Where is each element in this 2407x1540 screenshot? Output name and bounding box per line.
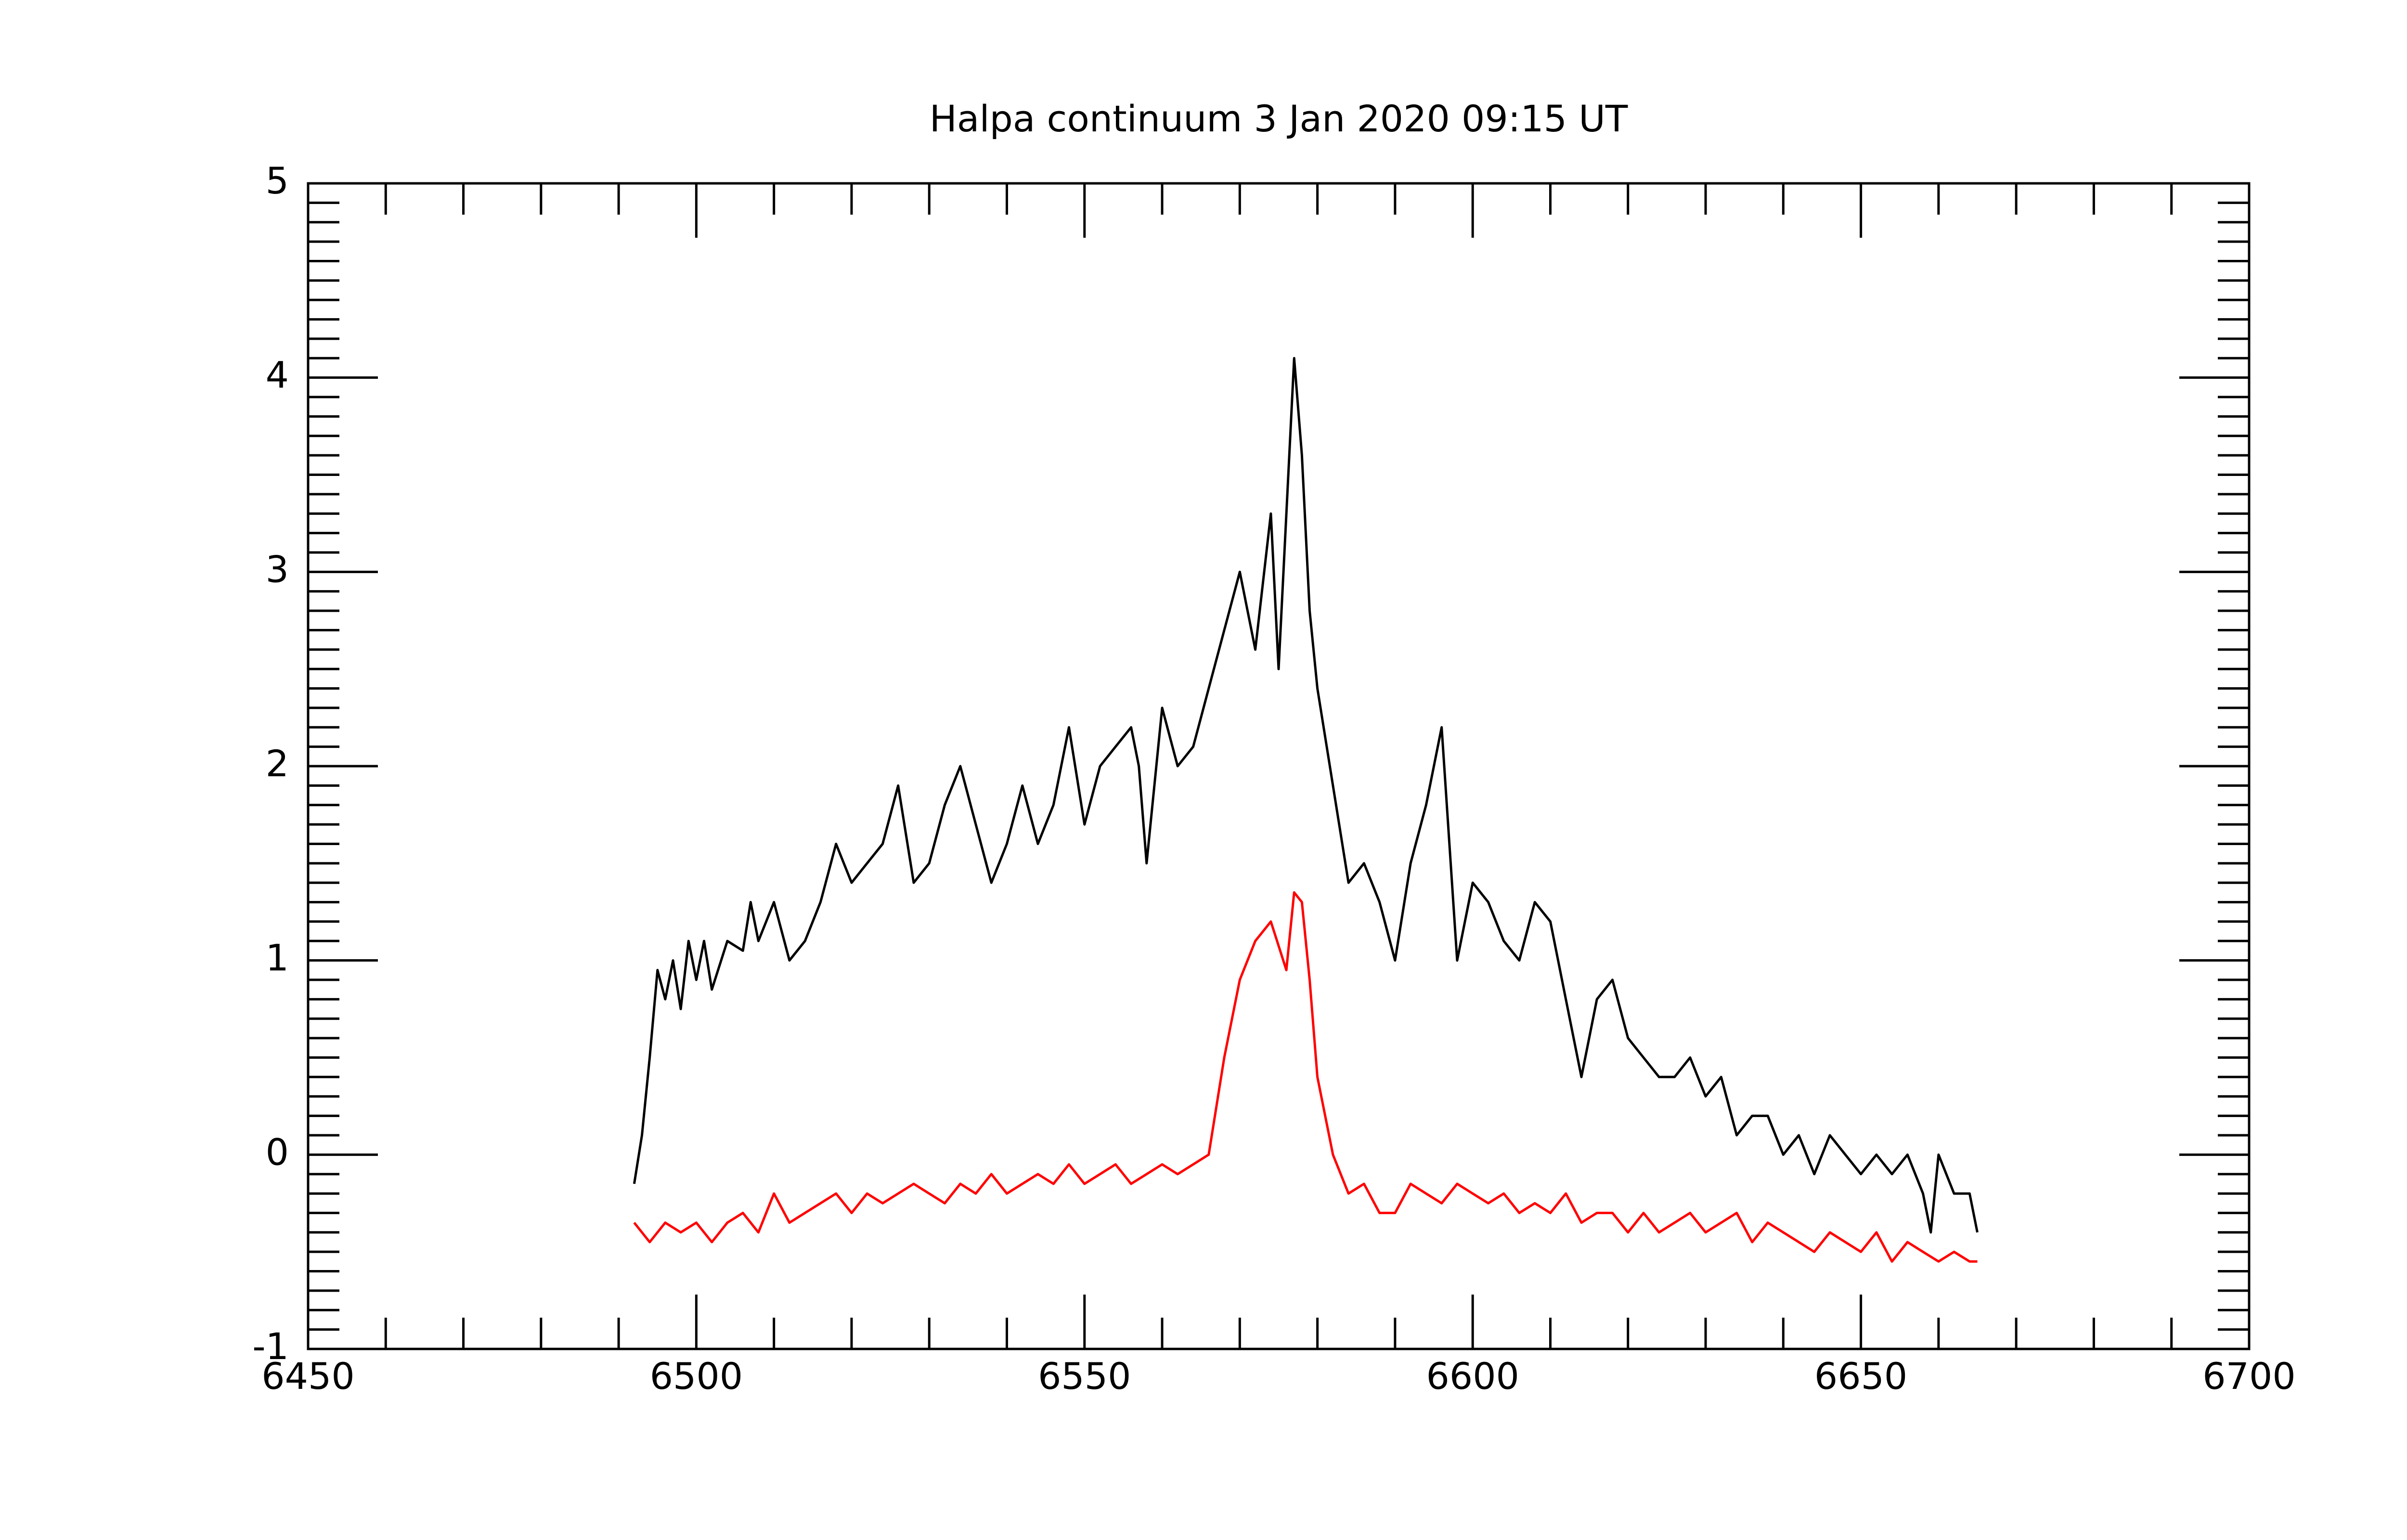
x-tick-label: 6500 [650,1355,743,1398]
y-tick-label: 5 [266,159,289,202]
x-tick-label: 6600 [1426,1355,1519,1398]
y-tick-label: 3 [266,548,289,590]
x-tick-label: 6700 [2202,1355,2295,1398]
y-tick-label: 1 [266,937,289,979]
x-tick-label: 6450 [261,1355,354,1398]
y-tick-label: -1 [252,1325,289,1368]
y-tick-label: 2 [266,742,289,785]
data-line [633,357,1979,1234]
x-tick-label: 6650 [1814,1355,1907,1398]
x-tick-label: 6550 [1038,1355,1131,1398]
y-tick-label: 0 [266,1130,289,1173]
chart-title: Halpa continuum 3 Jan 2020 09:15 UT [930,97,1628,140]
data-line [633,891,1978,1263]
y-tick-label: 4 [266,354,289,397]
